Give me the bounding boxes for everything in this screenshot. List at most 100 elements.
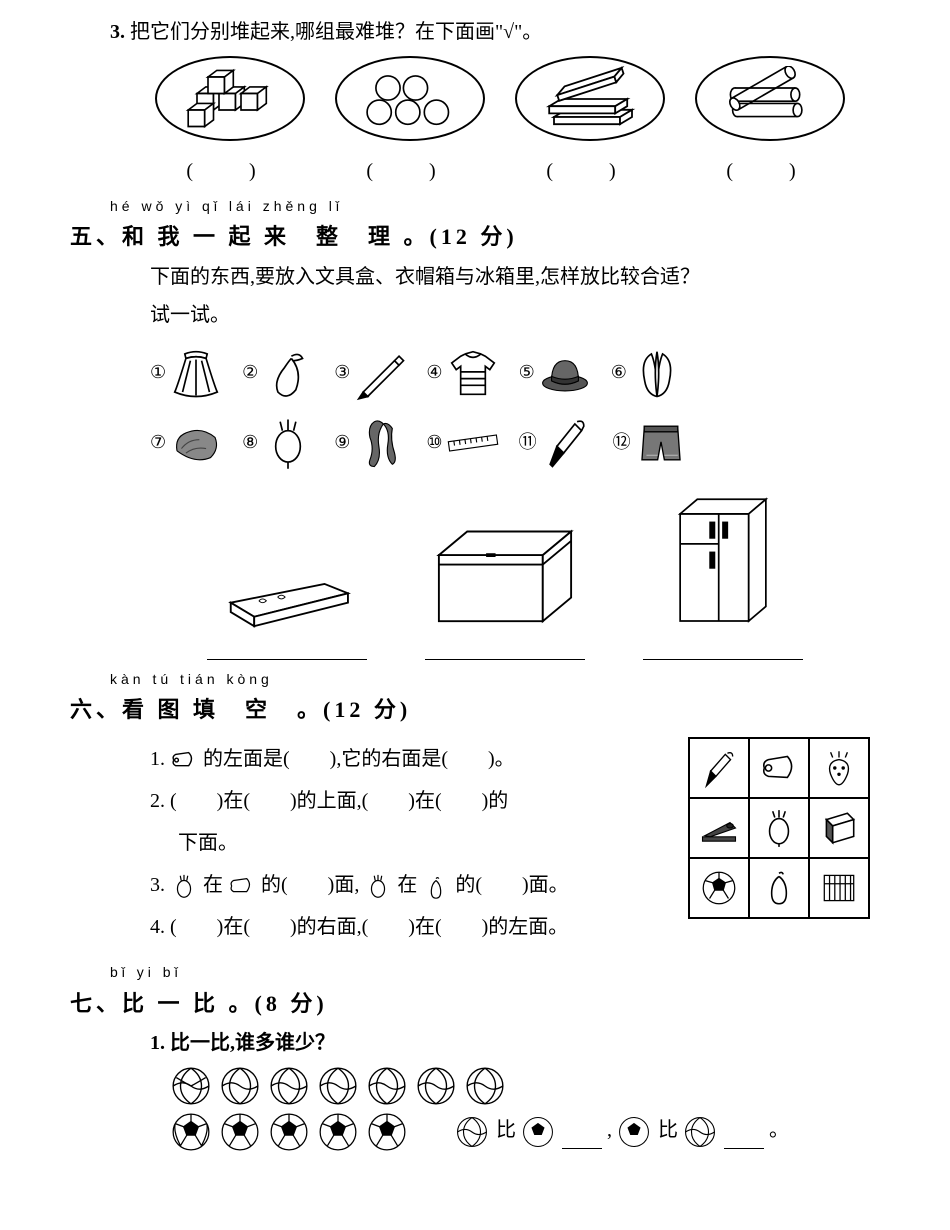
shirt-icon — [445, 345, 501, 401]
item-hat: ⑤ — [519, 345, 593, 401]
item-scarf: ⑨ — [334, 415, 408, 471]
item-ruler: ⑩ — [426, 415, 500, 471]
num-7: ⑦ — [150, 428, 166, 457]
volleyball-icon — [219, 1065, 261, 1107]
volleyball-small-icon-2 — [683, 1115, 717, 1149]
num-10: ⑩ — [426, 428, 442, 457]
q3-number: 3. — [110, 21, 125, 43]
fridge-answer-line[interactable] — [643, 659, 803, 660]
shorts-icon — [633, 415, 689, 471]
worksheet-page: 3. 把它们分别堆起来,哪组最难堆？在下面画"√"。 ( ) — [0, 0, 950, 1183]
soccer-small-icon-2 — [617, 1115, 651, 1149]
grid-pear-icon — [749, 858, 809, 918]
item-pencil: ③ — [334, 345, 408, 401]
s5-line2: 试一试。 — [40, 299, 910, 331]
cabbage-icon — [629, 345, 685, 401]
s6-body: 1. 的左面是( ),它的右面是( )。 2. ( )在( )的上面,( )在(… — [40, 733, 910, 953]
fridge — [643, 491, 803, 660]
item-meat: ⑦ — [150, 415, 224, 471]
volleyball-icon — [317, 1065, 359, 1107]
radish-icon — [260, 415, 316, 471]
s6-q3: 3. 在 的( )面, 在 的( )面。 — [150, 869, 674, 901]
soccer-icon — [170, 1111, 212, 1153]
cylinders-icon — [695, 56, 845, 141]
grid-abacus-icon — [809, 858, 869, 918]
grid-strawberry-icon — [809, 738, 869, 798]
skirt-icon — [168, 345, 224, 401]
num-3: ③ — [334, 358, 350, 387]
num-5: ⑤ — [519, 358, 535, 387]
q3-option-cubes: ( ) — [155, 56, 305, 187]
volleyball-icon — [268, 1065, 310, 1107]
pear-small-icon — [422, 873, 450, 901]
q3-option-cylinders: ( ) — [695, 56, 845, 187]
answer-blank-1[interactable] — [562, 1148, 602, 1149]
s7-title: 七、比 一 比 。(8 分) — [70, 986, 910, 1021]
s6-q3-e: 的( )面。 — [455, 874, 568, 896]
grid-soccer-icon — [689, 858, 749, 918]
num-9: ⑨ — [334, 428, 350, 457]
s6-q3-b: 在 — [203, 874, 223, 896]
q3-bracket-3[interactable]: ( ) — [546, 155, 633, 187]
ruler-icon — [445, 415, 501, 471]
num-1: ① — [150, 358, 166, 387]
s6-grid — [688, 737, 870, 919]
volleyball-icon — [464, 1065, 506, 1107]
s6-pinyin: kàn tú tián kòng — [110, 668, 910, 690]
comp-comma: , — [607, 1119, 612, 1141]
item-radish: ⑧ — [242, 415, 316, 471]
volleyball-row — [40, 1065, 910, 1107]
comp-period: 。 — [769, 1119, 789, 1141]
s6-q2: 2. ( )在( )的上面,( )在( )的 — [150, 785, 674, 817]
grid-book-icon — [809, 798, 869, 858]
s6-q1: 1. 的左面是( ),它的右面是( )。 — [150, 743, 674, 775]
comp-bi-2: 比 — [658, 1119, 678, 1141]
grid-radish-icon — [749, 798, 809, 858]
volleyball-icon — [366, 1065, 408, 1107]
spheres-icon — [335, 56, 485, 141]
radish-small-icon — [170, 873, 198, 901]
s7-pinyin: bǐ yi bǐ — [110, 961, 910, 983]
item-pen: ⑪ — [519, 415, 595, 471]
pencil-case — [207, 565, 367, 660]
pencil-case-answer-line[interactable] — [207, 659, 367, 660]
scarf-icon — [352, 415, 408, 471]
s6-q1-num: 1. — [150, 748, 170, 770]
boards-icon — [515, 56, 665, 141]
meat-icon — [168, 415, 224, 471]
s6-q2b: 下面。 — [150, 827, 674, 859]
clothes-box-answer-line[interactable] — [425, 659, 585, 660]
clothes-box — [420, 517, 590, 660]
s6-q3-d: 在 — [397, 874, 417, 896]
megaphone-small-icon — [228, 873, 256, 901]
soccer-icon — [317, 1111, 359, 1153]
soccer-small-icon — [521, 1115, 555, 1149]
q3-option-spheres: ( ) — [335, 56, 485, 187]
num-6: ⑥ — [611, 358, 627, 387]
comparison-text: 比 , 比 。 — [455, 1114, 789, 1148]
q3-bracket-2[interactable]: ( ) — [366, 155, 453, 187]
num-4: ④ — [426, 358, 442, 387]
soccer-icon — [219, 1111, 261, 1153]
item-shirt: ④ — [426, 345, 500, 401]
num-11: ⑪ — [519, 428, 537, 457]
s6-q3-num: 3. — [150, 874, 170, 896]
s5-containers — [40, 491, 910, 660]
soccer-icon — [268, 1111, 310, 1153]
s6-title: 六、看 图 填 空 。(12 分) — [70, 692, 910, 727]
soccer-row: 比 , 比 。 — [40, 1111, 910, 1153]
grid-pen-icon — [689, 738, 749, 798]
s6-questions: 1. 的左面是( ),它的右面是( )。 2. ( )在( )的上面,( )在(… — [40, 733, 674, 953]
answer-blank-2[interactable] — [724, 1148, 764, 1149]
item-skirt: ① — [150, 345, 224, 401]
q3-bracket-4[interactable]: ( ) — [726, 155, 813, 187]
item-cabbage: ⑥ — [611, 345, 685, 401]
megaphone-icon — [170, 747, 198, 775]
cubes-icon — [155, 56, 305, 141]
s7-q1: 1. 比一比,谁多谁少？ — [40, 1027, 910, 1059]
soccer-icon — [366, 1111, 408, 1153]
grid-megaphone-icon — [749, 738, 809, 798]
s5-title: 五、和 我 一 起 来 整 理 。(12 分) — [70, 219, 910, 254]
eggplant-icon — [260, 345, 316, 401]
q3-bracket-1[interactable]: ( ) — [186, 155, 273, 187]
